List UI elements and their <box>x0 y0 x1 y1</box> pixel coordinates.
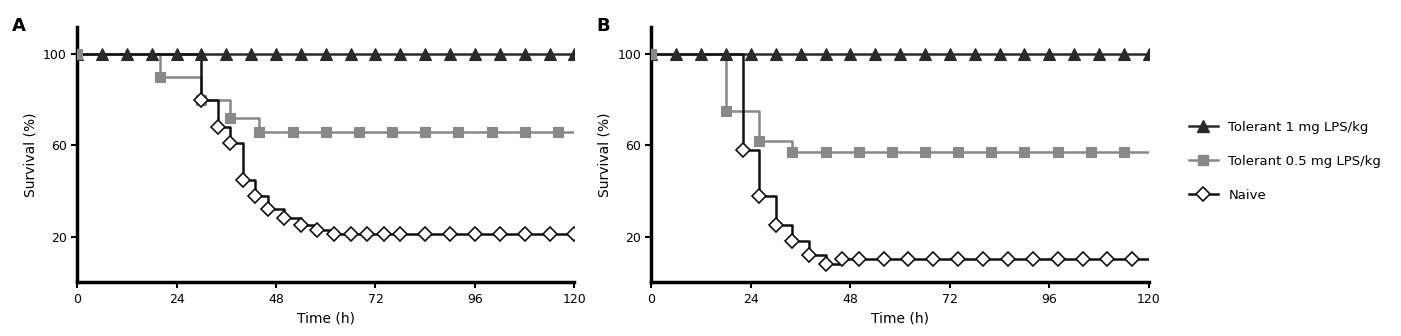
Legend: Tolerant 1 mg LPS/kg, , Tolerant 0.5 mg LPS/kg, , Naive: Tolerant 1 mg LPS/kg, , Tolerant 0.5 mg … <box>1184 116 1387 207</box>
Y-axis label: Survival (%): Survival (%) <box>598 112 612 197</box>
Y-axis label: Survival (%): Survival (%) <box>24 112 38 197</box>
X-axis label: Time (h): Time (h) <box>871 311 929 325</box>
Text: B: B <box>597 17 611 35</box>
Text: A: A <box>13 17 27 35</box>
X-axis label: Time (h): Time (h) <box>297 311 354 325</box>
